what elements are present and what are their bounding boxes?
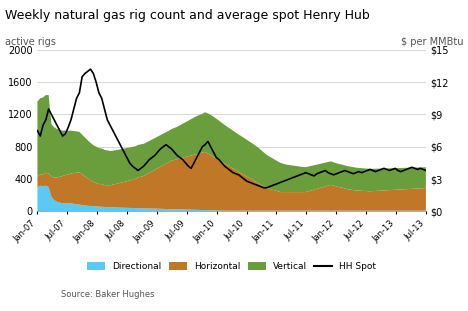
Legend: Directional, Horizontal, Vertical, HH Spot: Directional, Horizontal, Vertical, HH Sp… — [83, 258, 380, 275]
Text: $ per MMBtu: $ per MMBtu — [401, 37, 463, 47]
Text: active rigs: active rigs — [5, 37, 56, 47]
Text: Weekly natural gas rig count and average spot Henry Hub: Weekly natural gas rig count and average… — [5, 9, 369, 22]
Text: Source: Baker Hughes: Source: Baker Hughes — [61, 290, 154, 299]
